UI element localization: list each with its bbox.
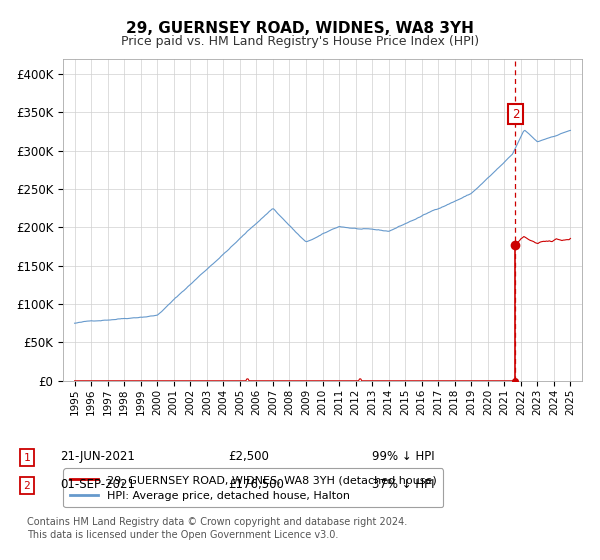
Text: Contains HM Land Registry data © Crown copyright and database right 2024.: Contains HM Land Registry data © Crown c… [27,517,407,528]
Text: 21-JUN-2021: 21-JUN-2021 [60,450,135,463]
Text: 2: 2 [512,108,519,120]
Text: 2: 2 [23,480,31,491]
Text: Price paid vs. HM Land Registry's House Price Index (HPI): Price paid vs. HM Land Registry's House … [121,35,479,48]
Text: 37% ↓ HPI: 37% ↓ HPI [372,478,434,491]
Text: 99% ↓ HPI: 99% ↓ HPI [372,450,434,463]
Text: £176,500: £176,500 [228,478,284,491]
Text: 1: 1 [23,452,31,463]
Text: £2,500: £2,500 [228,450,269,463]
Text: This data is licensed under the Open Government Licence v3.0.: This data is licensed under the Open Gov… [27,530,338,540]
Text: 01-SEP-2021: 01-SEP-2021 [60,478,135,491]
Text: 29, GUERNSEY ROAD, WIDNES, WA8 3YH: 29, GUERNSEY ROAD, WIDNES, WA8 3YH [126,21,474,36]
Legend: 29, GUERNSEY ROAD, WIDNES, WA8 3YH (detached house), HPI: Average price, detache: 29, GUERNSEY ROAD, WIDNES, WA8 3YH (deta… [64,469,443,507]
